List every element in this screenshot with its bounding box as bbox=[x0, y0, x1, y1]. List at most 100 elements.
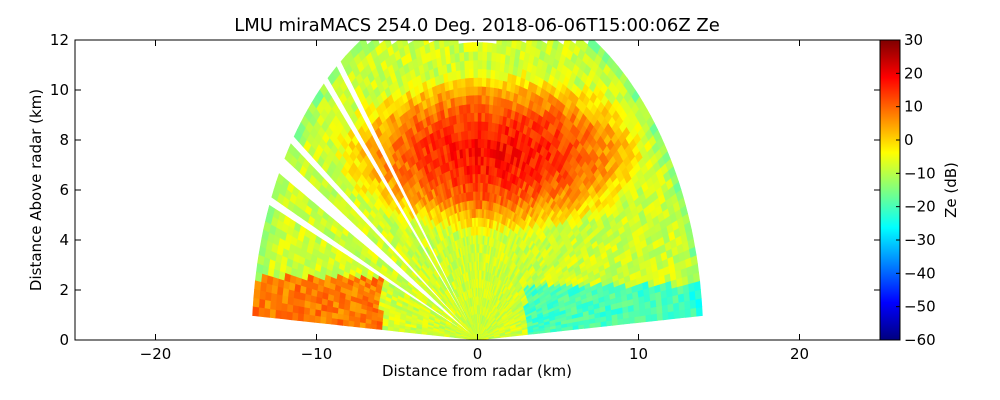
radar-cell bbox=[447, 40, 454, 47]
radar-cell bbox=[468, 59, 474, 70]
radar-cell bbox=[477, 77, 483, 87]
colorbar-tick-label: 30 bbox=[904, 31, 923, 49]
radar-cell bbox=[678, 300, 686, 311]
radar-cell bbox=[628, 316, 636, 324]
radar-cell bbox=[546, 40, 554, 48]
colorbar-label: Ze (dB) bbox=[942, 162, 960, 218]
radar-cell bbox=[422, 40, 430, 46]
radar-cell bbox=[286, 311, 293, 321]
radar-cell bbox=[347, 320, 355, 327]
radar-cell bbox=[477, 199, 481, 210]
radar-cell bbox=[505, 40, 513, 48]
radar-cell bbox=[645, 313, 653, 323]
radar-cell bbox=[286, 296, 294, 306]
colorbar-tick-label: −60 bbox=[904, 331, 936, 349]
radar-cell bbox=[473, 121, 478, 131]
radar-cell bbox=[656, 305, 663, 314]
radar-cell bbox=[314, 309, 322, 318]
radar-cell bbox=[656, 312, 664, 321]
colorbar bbox=[879, 39, 901, 341]
y-tick-label: 2 bbox=[59, 281, 69, 299]
radar-cell bbox=[463, 60, 470, 70]
radar-cell bbox=[695, 306, 703, 317]
radar-cell bbox=[473, 138, 478, 148]
radar-cell bbox=[252, 297, 260, 309]
radar-cell bbox=[257, 307, 265, 318]
radar-cell bbox=[459, 60, 465, 71]
radar-cell bbox=[480, 138, 485, 149]
radar-cell bbox=[472, 59, 478, 70]
radar-cell bbox=[271, 188, 280, 202]
radar-cell bbox=[280, 310, 288, 320]
radar-cell bbox=[462, 42, 469, 53]
radar-cell bbox=[651, 313, 658, 322]
radar-cell bbox=[473, 94, 478, 105]
radar-cell bbox=[477, 138, 482, 148]
colorbar-tick-label: −40 bbox=[904, 264, 936, 282]
radar-cell bbox=[477, 121, 482, 131]
radar-cell bbox=[477, 191, 481, 201]
radar-cell bbox=[303, 307, 311, 316]
radar-cell bbox=[477, 112, 482, 122]
radar-cell bbox=[661, 304, 669, 314]
radar-cell bbox=[551, 40, 560, 51]
radar-cell bbox=[302, 313, 310, 323]
radar-cell bbox=[258, 290, 266, 301]
radar-cell bbox=[485, 86, 491, 97]
radar-cell bbox=[303, 300, 311, 309]
radar-cell bbox=[417, 40, 425, 48]
radar-cell bbox=[327, 71, 337, 86]
radar-cell bbox=[695, 297, 703, 309]
radar-cell bbox=[270, 292, 278, 303]
radar-cell bbox=[387, 326, 394, 332]
radar-cell bbox=[375, 324, 383, 330]
radar-cell bbox=[480, 120, 485, 131]
radar-cell bbox=[483, 121, 489, 131]
radar-cell bbox=[673, 309, 681, 319]
radar-cell bbox=[477, 129, 482, 140]
radar-cell bbox=[420, 331, 428, 335]
radar-cell bbox=[477, 94, 482, 105]
radar-cell bbox=[263, 299, 271, 310]
radar-cell bbox=[464, 77, 470, 88]
radar-cell bbox=[252, 306, 260, 317]
radar-cell bbox=[409, 329, 417, 334]
radar-cell bbox=[468, 68, 474, 79]
radar-cell bbox=[477, 42, 483, 52]
radar-cell bbox=[563, 40, 572, 49]
radar-cell bbox=[491, 42, 497, 54]
radar-cell bbox=[340, 55, 350, 69]
radar-cell bbox=[293, 128, 303, 143]
radar-cell bbox=[275, 294, 283, 304]
radar-cell bbox=[477, 68, 483, 78]
radar-cell bbox=[480, 103, 486, 114]
radar-cell bbox=[689, 290, 697, 301]
radar-cell bbox=[484, 112, 489, 123]
x-tick-label: 0 bbox=[473, 345, 483, 363]
x-tick-label: 10 bbox=[629, 345, 648, 363]
y-tick-label: 6 bbox=[59, 181, 69, 199]
radar-cell bbox=[280, 303, 288, 313]
radar-cell bbox=[291, 312, 299, 321]
radar-cell bbox=[342, 319, 349, 327]
radar-cell bbox=[690, 307, 698, 318]
chart-title: LMU miraMACS 254.0 Deg. 2018-06-06T15:00… bbox=[234, 15, 720, 36]
radar-cell bbox=[481, 68, 487, 79]
radar-cell bbox=[488, 95, 494, 106]
radar-cell bbox=[284, 150, 293, 164]
colorbar-tick-label: 10 bbox=[904, 98, 923, 116]
radar-cell bbox=[677, 292, 685, 303]
radar-cell bbox=[496, 40, 503, 46]
radar-cell bbox=[634, 315, 641, 324]
radar-cell bbox=[473, 129, 478, 140]
radar-cell bbox=[452, 40, 459, 46]
radar-cell bbox=[477, 156, 481, 166]
radar-cell bbox=[370, 323, 377, 330]
radar-cell bbox=[481, 59, 487, 70]
radar-cell bbox=[472, 50, 478, 61]
y-axis-ticks: 0 2 4 6 8 10 12 bbox=[50, 31, 880, 349]
radar-cell bbox=[481, 85, 487, 96]
radar-cell bbox=[269, 300, 277, 311]
radar-cell bbox=[308, 314, 316, 323]
radar-cell bbox=[464, 68, 470, 79]
